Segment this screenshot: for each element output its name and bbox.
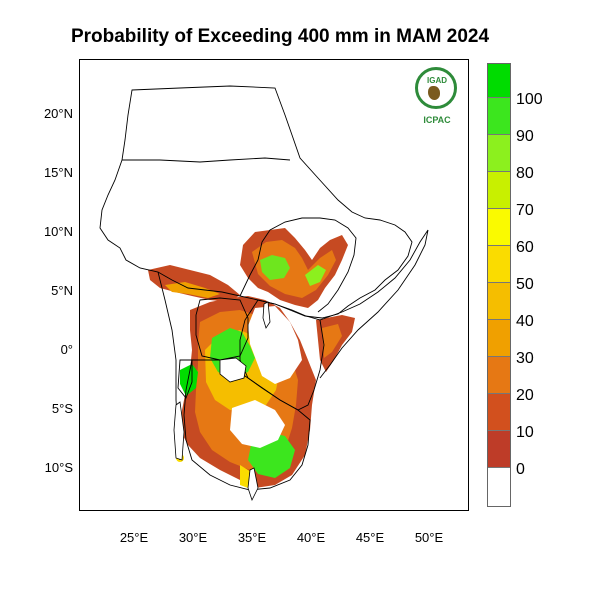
legend-swatch <box>488 431 510 468</box>
lon-label-35e: 35°E <box>237 530 267 545</box>
outline-tanzania <box>183 359 311 491</box>
lon-label-40e: 40°E <box>296 530 326 545</box>
lon-label-50e: 50°E <box>414 530 444 545</box>
lakes <box>173 301 271 502</box>
legend-swatch <box>488 468 510 506</box>
legend-label: 50 <box>516 276 534 293</box>
country-boundaries <box>99 85 429 491</box>
legend-label: 90 <box>516 128 534 145</box>
legend-swatch <box>488 172 510 209</box>
logo-name: ICPAC <box>423 115 451 125</box>
lat-label-20n: 20°N <box>43 106 73 121</box>
legend-swatch <box>488 64 510 98</box>
outline-ethiopia <box>239 217 357 313</box>
legend-swatch <box>488 98 510 135</box>
region-kenya-dry <box>248 306 302 384</box>
legend-label: 100 <box>516 91 543 108</box>
lake-tanganyika <box>173 401 185 461</box>
region-ethiopia-green <box>260 255 290 280</box>
legend-swatch <box>488 394 510 431</box>
map-title: Probability of Exceeding 400 mm in MAM 2… <box>70 26 490 47</box>
legend-swatch <box>488 209 510 246</box>
lake-turkana <box>262 301 271 329</box>
legend-swatch <box>488 320 510 357</box>
outline-rwanda-burundi <box>177 359 193 399</box>
lon-label-25e: 25°E <box>119 530 149 545</box>
outline-somalia <box>319 229 429 379</box>
lat-label-10s: 10°S <box>44 460 73 475</box>
map-panel <box>79 59 469 511</box>
lat-label-5n: 5°N <box>51 283 73 298</box>
lat-label-0: 0° <box>60 342 73 357</box>
map-canvas <box>99 85 429 502</box>
legend-label: 30 <box>516 350 534 367</box>
legend-label: 0 <box>516 461 525 478</box>
legend-label: 70 <box>516 202 534 219</box>
legend-swatch <box>488 135 510 172</box>
legend-label: 80 <box>516 165 534 182</box>
region-south-sudan-west-orange <box>165 282 220 298</box>
lat-label-10n: 10°N <box>43 224 73 239</box>
legend-swatch <box>488 283 510 320</box>
igad-icpac-logo: IGAD ICPAC <box>412 67 462 129</box>
region-rwanda-green <box>180 364 198 396</box>
lake-malawi <box>247 467 259 502</box>
legend-label: 40 <box>516 313 534 330</box>
legend-swatch <box>488 357 510 394</box>
outline-egypt-sudan <box>99 85 413 319</box>
legend-label: 10 <box>516 424 534 441</box>
region-south-sudan-west <box>148 265 240 302</box>
region-tanzania-yellow <box>240 465 256 488</box>
region-tanzania-dry <box>230 400 285 448</box>
lat-label-15n: 15°N <box>43 165 73 180</box>
lat-label-5s: 5°S <box>51 401 73 416</box>
legend-colorbar <box>487 63 511 507</box>
outline-uganda <box>195 297 249 361</box>
lon-label-45e: 45°E <box>355 530 385 545</box>
africa-shape-icon <box>428 86 440 100</box>
lon-label-30e: 30°E <box>178 530 208 545</box>
lake-victoria <box>219 357 247 383</box>
region-somalia-orange <box>322 324 342 358</box>
outline-kenya <box>239 299 325 411</box>
region-ethiopia-green-east <box>305 265 326 286</box>
legend-label: 20 <box>516 387 534 404</box>
logo-acronym: IGAD <box>427 76 447 85</box>
legend-swatch <box>488 246 510 283</box>
legend-label: 60 <box>516 239 534 256</box>
outline-sudan-inner <box>122 157 291 163</box>
